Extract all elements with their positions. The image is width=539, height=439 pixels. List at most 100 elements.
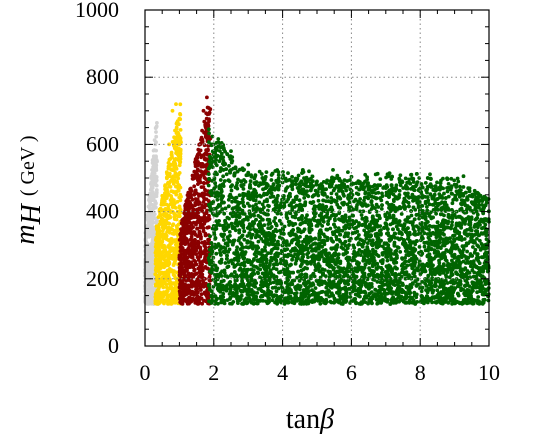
scatter-point	[293, 182, 298, 187]
scatter-point	[160, 294, 165, 298]
scatter-point	[190, 296, 195, 301]
scatter-point	[172, 202, 176, 207]
scatter-point	[177, 204, 182, 209]
scatter-point	[167, 261, 172, 266]
scatter-point	[227, 164, 231, 168]
scatter-point	[167, 157, 172, 162]
scatter-point	[236, 301, 240, 305]
scatter-point	[148, 230, 153, 234]
scatter-point	[202, 181, 207, 186]
scatter-point	[422, 244, 427, 249]
scatter-point	[155, 279, 160, 284]
scatter-point	[176, 131, 181, 136]
scatter-point	[143, 257, 148, 262]
scatter-point	[172, 146, 177, 151]
scatter-point	[345, 255, 350, 260]
scatter-point	[151, 286, 156, 291]
scatter-point	[397, 176, 402, 181]
scatter-point	[423, 181, 428, 185]
scatter-point	[209, 241, 214, 245]
scatter-point	[199, 173, 203, 178]
scatter-point	[204, 148, 209, 153]
scatter-point	[192, 192, 197, 197]
scatter-point	[146, 224, 150, 228]
scatter-point	[338, 232, 343, 237]
scatter-point	[203, 233, 208, 238]
scatter-point	[207, 213, 211, 218]
scatter-point	[153, 199, 158, 204]
scatter-point	[163, 249, 168, 254]
scatter-point	[166, 180, 171, 185]
scatter-point	[190, 173, 195, 178]
scatter-point	[156, 215, 161, 220]
scatter-point	[149, 221, 154, 226]
scatter-point	[186, 272, 191, 277]
scatter-point	[150, 198, 155, 202]
scatter-point	[183, 205, 188, 210]
scatter-point	[476, 233, 481, 238]
scatter-point	[182, 292, 187, 297]
scatter-point	[202, 221, 207, 226]
scatter-point	[199, 164, 204, 169]
scatter-point	[190, 289, 195, 294]
scatter-point	[202, 143, 207, 148]
scatter-point	[277, 235, 282, 240]
scatter-point	[169, 297, 174, 302]
scatter-point	[196, 147, 201, 152]
scatter-point	[463, 217, 468, 222]
scatter-point	[155, 288, 160, 293]
scatter-point	[163, 232, 168, 237]
scatter-point	[162, 265, 167, 270]
scatter-point	[306, 255, 310, 260]
scatter-point	[175, 119, 180, 124]
scatter-point	[215, 197, 220, 202]
scatter-point	[170, 269, 174, 274]
scatter-point	[178, 147, 183, 152]
scatter-point	[178, 160, 182, 165]
scatter-point	[158, 212, 163, 217]
scatter-point	[303, 191, 308, 195]
scatter-point	[193, 160, 197, 165]
scatter-point	[342, 234, 347, 239]
scatter-point	[151, 167, 155, 172]
scatter-point	[199, 236, 203, 241]
scatter-point	[232, 251, 237, 256]
scatter-point	[303, 200, 308, 205]
scatter-point	[205, 95, 209, 100]
scatter-point	[174, 167, 179, 171]
scatter-point	[194, 279, 199, 284]
scatter-point	[200, 137, 205, 142]
scatter-point	[207, 284, 211, 288]
scatter-point	[474, 229, 479, 234]
scatter-point	[208, 107, 213, 112]
scatter-point	[184, 285, 189, 290]
scatter-point	[203, 248, 207, 253]
scatter-point	[398, 173, 403, 178]
scatter-point	[203, 242, 208, 247]
scatter-point	[159, 242, 164, 247]
scatter-point	[190, 197, 195, 202]
scatter-point	[188, 220, 193, 225]
scatter-point	[197, 220, 202, 225]
scatter-point	[168, 185, 173, 189]
scatter-point	[206, 183, 211, 188]
scatter-point	[171, 272, 176, 277]
scatter-point	[197, 151, 201, 156]
scatter-point	[182, 269, 187, 274]
scatter-point	[186, 246, 191, 251]
scatter-point	[148, 260, 153, 265]
scatter-point	[168, 226, 172, 231]
scatter-point	[169, 153, 174, 158]
scatter-point	[175, 248, 180, 252]
scatter-point	[159, 255, 164, 260]
scatter-point	[171, 160, 176, 165]
scatter-point	[172, 232, 176, 236]
scatter-point	[154, 205, 158, 210]
scatter-point	[178, 198, 183, 203]
scatter-point	[156, 296, 161, 301]
scatter-point	[194, 262, 199, 267]
scatter-point	[161, 271, 166, 276]
scatter-point	[155, 248, 160, 253]
scatter-point	[298, 264, 303, 269]
